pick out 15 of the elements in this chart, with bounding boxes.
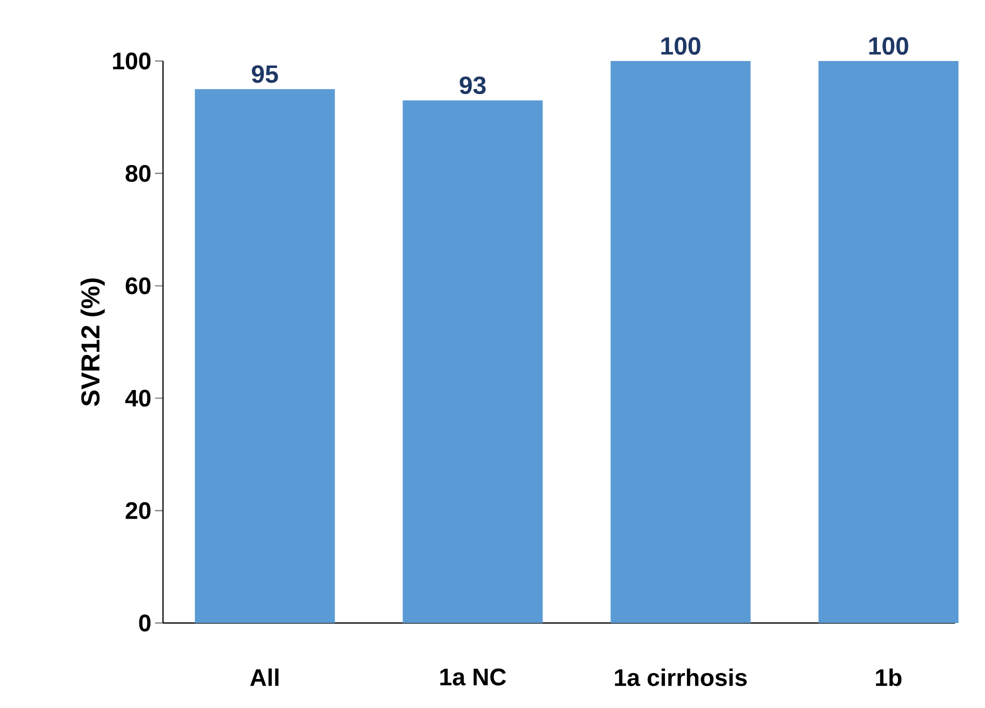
data-label: 100	[661, 37, 700, 55]
y-axis-title: SVR12 (%)	[80, 278, 105, 406]
y-tick-label: 0	[139, 614, 150, 632]
x-tick-label: 1a cirrhosis	[614, 668, 747, 686]
data-label: 100	[869, 37, 908, 55]
y-tick-label: 20	[126, 502, 150, 520]
y-tick-label: 60	[126, 277, 150, 294]
x-tick-label: All	[250, 668, 278, 686]
y-tick-label: 40	[125, 390, 150, 407]
data-label: 95	[252, 65, 278, 83]
y-tick-label: 80	[126, 164, 150, 182]
x-tick-label: 1b	[876, 668, 902, 686]
x-tick-label: 1a NC	[440, 668, 506, 686]
data-label: 93	[460, 76, 486, 94]
y-tick-label: 100	[113, 52, 150, 70]
